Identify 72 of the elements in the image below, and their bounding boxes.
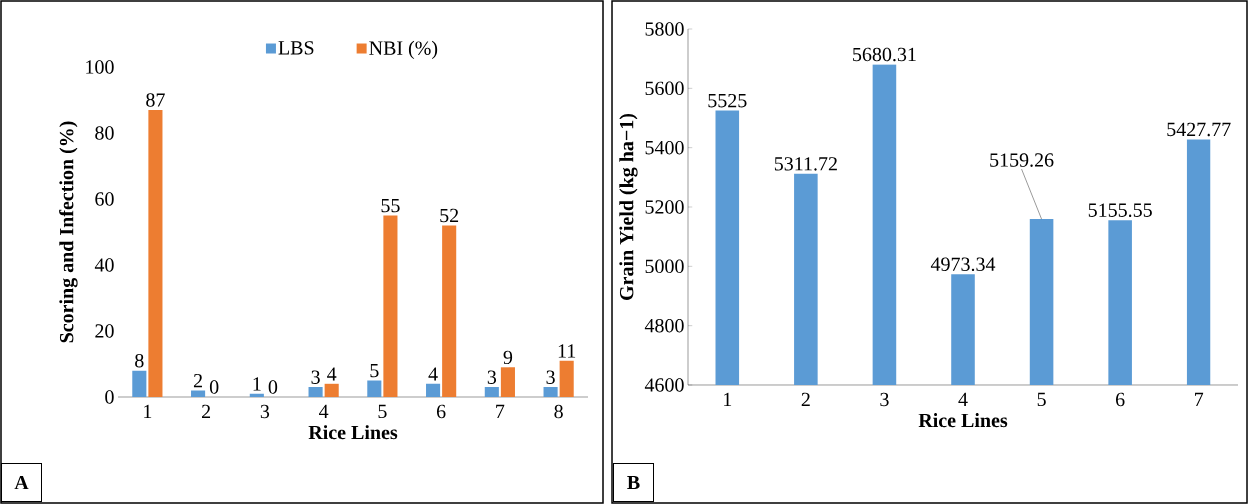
x-tick-label: 7 [496, 404, 505, 418]
bar [367, 380, 382, 397]
data-label: 2 [193, 373, 202, 388]
data-label: 4 [428, 367, 438, 381]
data-label: 4973.34 [930, 257, 996, 272]
bar [500, 367, 515, 397]
data-label: 11 [558, 344, 576, 358]
x-tick-label: 5 [1037, 392, 1046, 407]
bar [383, 215, 398, 397]
legend-label: NBI (%) [369, 40, 438, 59]
y-tick-label: 100 [86, 60, 114, 74]
x-tick-label: 6 [436, 404, 446, 419]
x-tick-label: 6 [1116, 392, 1125, 407]
x-tick-label: 3 [880, 392, 889, 407]
text: B [627, 475, 640, 490]
bar [442, 225, 457, 397]
x-tick-label: 2 [202, 404, 211, 419]
y-tick-label: 80 [95, 126, 114, 140]
data-label: 52 [440, 208, 459, 223]
data-label: 3 [487, 370, 497, 384]
y-tick-label: 60 [95, 192, 114, 206]
y-tick-label: 0 [105, 390, 114, 404]
y-tick-label: 5000 [645, 259, 684, 274]
data-label: 4 [327, 367, 337, 381]
data-label: 9 [503, 350, 513, 365]
y-tick-label: 5600 [645, 81, 684, 96]
y-tick-label: 4600 [644, 378, 684, 392]
x-tick-label: 2 [801, 392, 810, 407]
bar [191, 390, 206, 397]
data-label: 3 [311, 370, 320, 384]
x-axis-title: Rice Lines [918, 413, 1008, 428]
data-label: 0 [268, 380, 278, 394]
bar [484, 387, 499, 397]
data-label: 5311.72 [774, 157, 837, 171]
data-label: 0 [209, 380, 219, 394]
bar [132, 370, 147, 397]
x-tick-label: 1 [144, 404, 152, 418]
x-tick-label: 8 [554, 404, 563, 419]
y-axis-title: Scoring and Infection (%) [59, 121, 78, 343]
y-tick-label: 5400 [645, 140, 684, 155]
y-tick-label: 20 [95, 324, 114, 338]
data-label: 8 [135, 353, 144, 368]
x-tick-label: 1 [724, 392, 732, 406]
data-label: 55 [381, 199, 400, 213]
text: A [14, 475, 29, 490]
bar [543, 387, 558, 397]
x-axis-title: Rice Lines [308, 425, 398, 440]
x-tick-label: 4 [958, 392, 968, 406]
x-tick-label: 3 [260, 404, 270, 419]
bar [148, 109, 163, 397]
data-label: 1 [253, 377, 261, 391]
data-label: 87 [146, 93, 165, 107]
data-label: 5 [370, 364, 379, 378]
y-tick-label: 40 [94, 258, 114, 272]
bar [559, 360, 574, 397]
data-label: 5155.55 [1088, 203, 1152, 217]
y-axis-title: Grain Yield (kg ha−1) [619, 113, 638, 300]
bar [308, 387, 323, 397]
data-label: 5680.31 [853, 47, 916, 62]
y-tick-label: 5200 [645, 200, 684, 214]
data-label: 5427.77 [1167, 122, 1231, 137]
bar [426, 383, 441, 397]
data-label: 5159.26 [990, 153, 1054, 167]
y-tick-label: 4800 [644, 318, 684, 333]
x-tick-label: 7 [1195, 392, 1204, 406]
x-tick-label: 5 [378, 404, 387, 419]
x-tick-label: 4 [319, 404, 329, 418]
data-label: 5525 [708, 93, 747, 108]
y-tick-label: 5800 [645, 22, 684, 36]
data-label: 3 [546, 370, 555, 384]
bar [324, 383, 339, 397]
legend-label: LBS [278, 41, 314, 55]
